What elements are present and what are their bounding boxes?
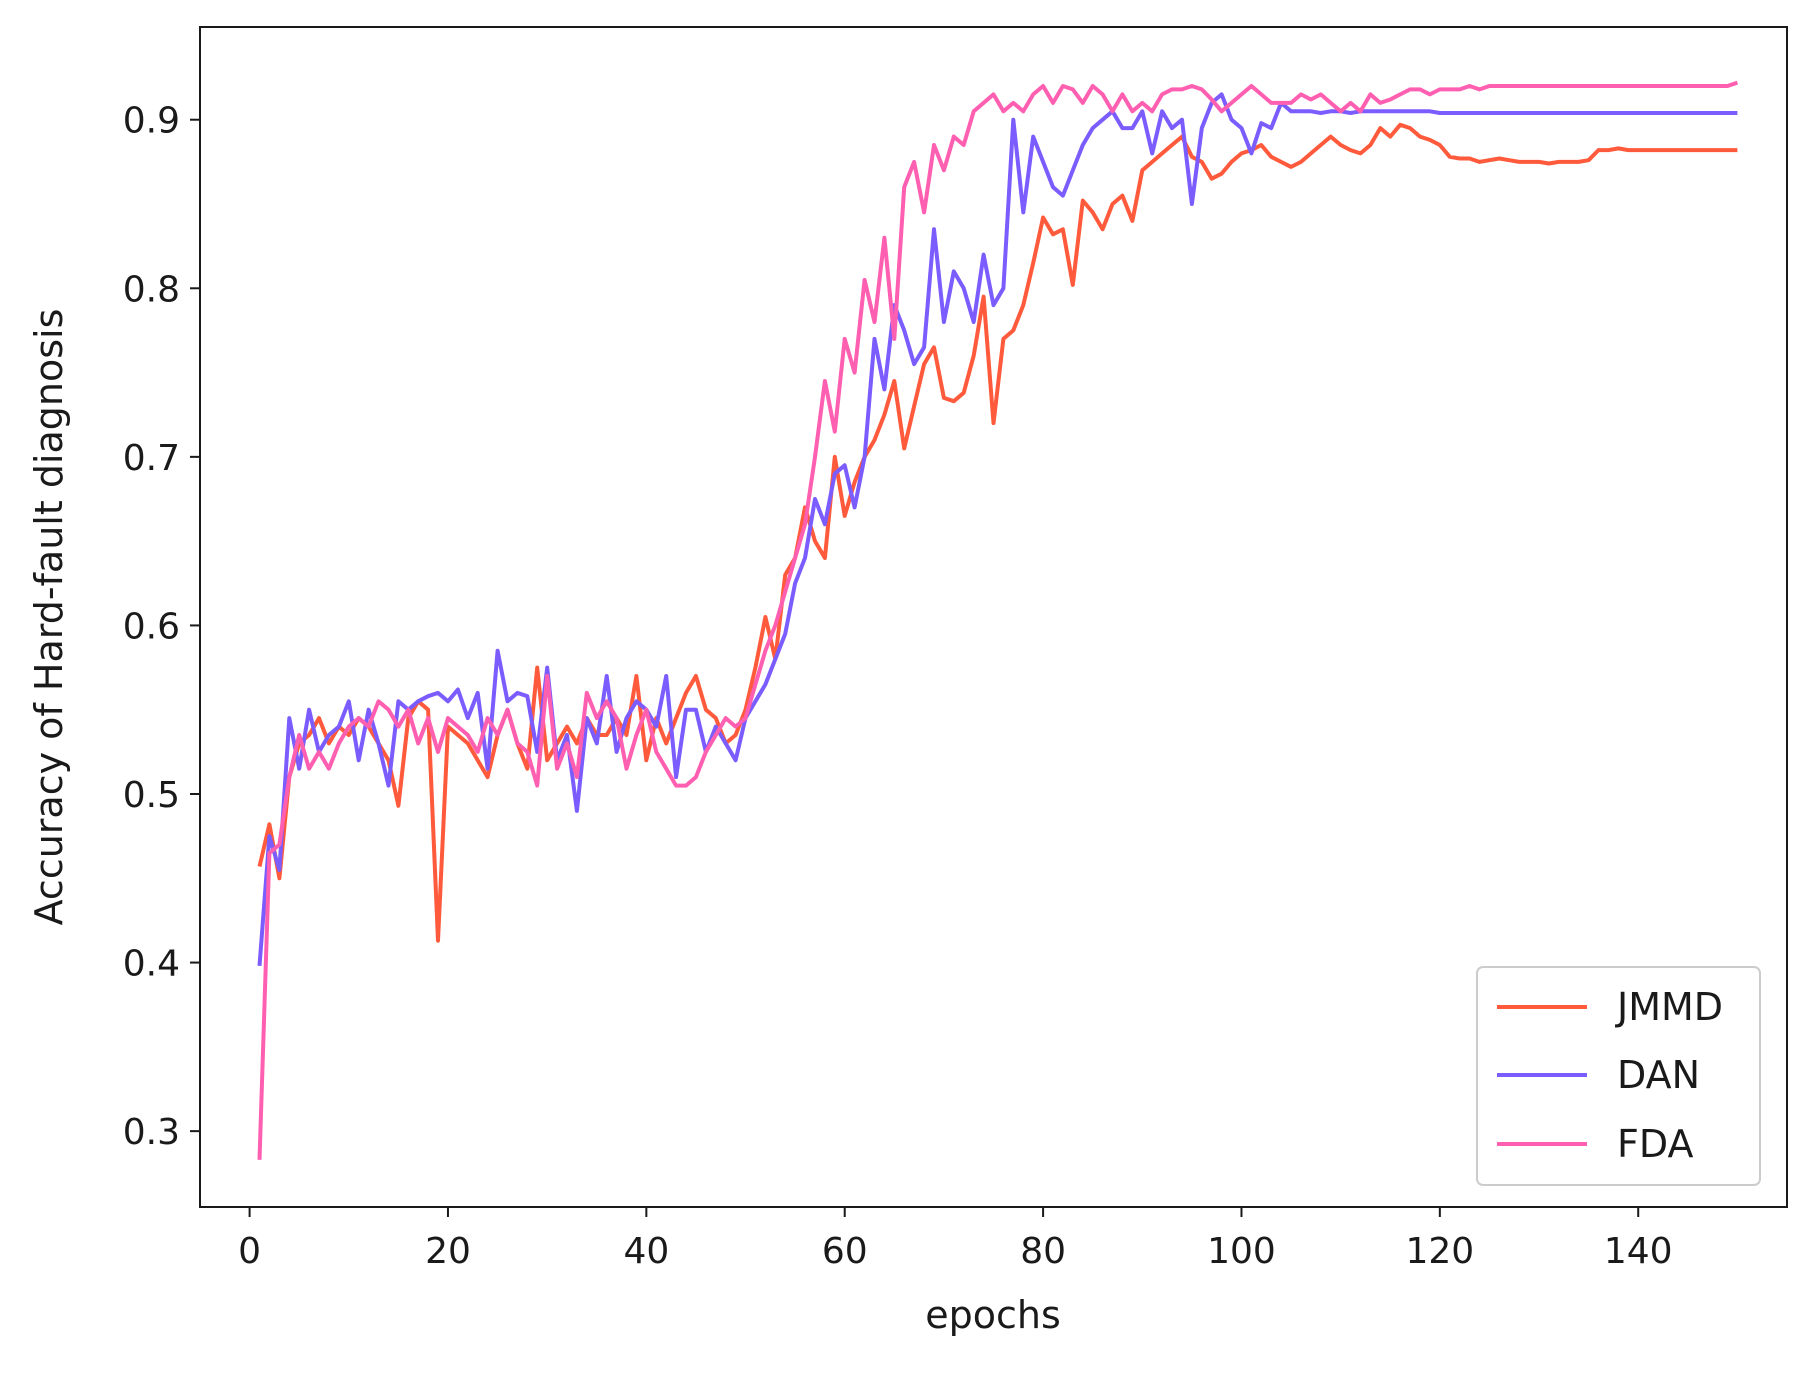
legend-label-dan: DAN xyxy=(1617,1053,1700,1097)
legend: JMMD DAN FDA xyxy=(1476,966,1761,1186)
y-tick-label: 0.9 xyxy=(123,101,180,142)
legend-box xyxy=(1476,966,1761,1186)
series-line-fda xyxy=(257,80,1739,1160)
x-tick-label: 80 xyxy=(1020,1231,1066,1272)
x-tick-label: 20 xyxy=(425,1231,471,1272)
y-tick-label: 0.6 xyxy=(123,606,180,647)
x-tick-label: 140 xyxy=(1604,1231,1673,1272)
series-line-dan xyxy=(257,92,1738,967)
y-axis-label: Accuracy of Hard-fault diagnosis xyxy=(27,309,71,926)
series-layer xyxy=(257,80,1739,1160)
y-tick-label: 0.3 xyxy=(123,1112,180,1153)
y-axis-ticks: 0.3 0.4 0.5 0.6 0.7 0.8 0.9 xyxy=(123,101,200,1153)
y-tick-label: 0.8 xyxy=(123,269,180,310)
x-tick-label: 60 xyxy=(822,1231,868,1272)
x-tick-label: 100 xyxy=(1207,1231,1276,1272)
x-tick-label: 120 xyxy=(1405,1231,1474,1272)
x-axis-ticks: 0 20 40 60 80 100 120 140 xyxy=(238,1207,1673,1272)
y-tick-label: 0.4 xyxy=(123,944,180,985)
x-tick-label: 40 xyxy=(623,1231,669,1272)
y-tick-label: 0.7 xyxy=(123,438,180,479)
y-tick-label: 0.5 xyxy=(123,775,180,816)
legend-label-fda: FDA xyxy=(1617,1122,1693,1166)
x-axis-label: epochs xyxy=(925,1293,1061,1337)
legend-label-jmmd: JMMD xyxy=(1615,985,1723,1029)
x-tick-label: 0 xyxy=(238,1231,261,1272)
